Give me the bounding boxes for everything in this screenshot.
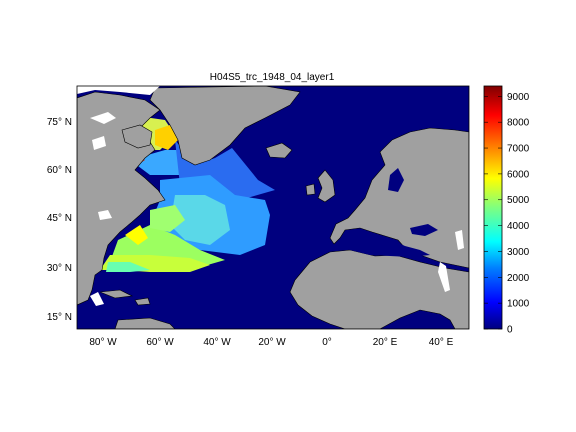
lat-label-30n: 30° N xyxy=(47,263,72,274)
nodata-arctic xyxy=(77,86,160,95)
colorbar-tick-label: 1000 xyxy=(507,299,530,310)
british-isles-land xyxy=(317,169,336,203)
nodata-canada-channel xyxy=(90,112,116,124)
nodata-caribbean xyxy=(90,292,104,306)
lat-label-45n: 45° N xyxy=(47,213,72,224)
colorbar-tick-label: 2000 xyxy=(507,273,530,284)
colorbar-tick-label: 3000 xyxy=(507,247,530,258)
south-america-land xyxy=(114,317,176,329)
land-masses xyxy=(77,86,469,329)
colorbar-tick-label: 4000 xyxy=(507,221,530,232)
colorbar-tick-label: 5000 xyxy=(507,195,530,206)
lon-label-40e: 40° E xyxy=(429,337,454,348)
lon-label-20e: 20° E xyxy=(373,337,398,348)
colorbar-tick-label: 9000 xyxy=(507,92,530,103)
lon-axis: 80° W 60° W 40° W 20° W 0° 20° E 40° E xyxy=(89,337,453,348)
mediterranean-sea xyxy=(338,232,430,257)
nodata-regions xyxy=(77,86,464,306)
nodata-red-sea xyxy=(438,262,450,292)
baltic-sea xyxy=(388,168,404,192)
black-sea xyxy=(410,224,438,236)
lon-label-80w: 80° W xyxy=(89,337,117,348)
lat-axis: 15° N 30° N 45° N 60° N 75° N xyxy=(47,117,72,323)
lon-label-60w: 60° W xyxy=(146,337,174,348)
ireland-land xyxy=(305,183,316,196)
colorbar-ticks: 0 1000 2000 3000 4000 5000 6000 7000 8000 9000 xyxy=(484,92,530,336)
hispaniola-land xyxy=(134,297,151,306)
labrador-land xyxy=(121,124,153,149)
lon-label-0: 0° xyxy=(322,337,332,348)
colorbar-tick-label: 0 xyxy=(507,325,513,336)
caribbean-land xyxy=(99,289,134,299)
lat-label-75n: 75° N xyxy=(47,117,72,128)
map-title: H04S5_trc_1948_04_layer1 xyxy=(210,72,335,83)
colorbar-tick-label: 8000 xyxy=(507,118,530,129)
colorbar-tick-label: 6000 xyxy=(507,169,530,180)
lon-label-20w: 20° W xyxy=(258,337,286,348)
nodata-great-lakes xyxy=(98,210,112,220)
colorbar-tick-label: 7000 xyxy=(507,144,530,155)
map-axes: 15° N 30° N 45° N 60° N 75° N 80° W 60° … xyxy=(47,85,470,348)
lat-label-15n: 15° N xyxy=(47,312,72,323)
colorbar: 0 1000 2000 3000 4000 5000 6000 7000 8000 9000 xyxy=(483,85,530,336)
nodata-caspian xyxy=(455,230,464,250)
iceland-land xyxy=(265,142,293,159)
lat-label-60n: 60° N xyxy=(47,165,72,176)
lon-label-40w: 40° W xyxy=(203,337,231,348)
greenland-land xyxy=(149,86,301,166)
map-frame xyxy=(76,85,470,330)
nodata-hudson xyxy=(92,136,106,150)
inland-seas xyxy=(338,168,438,257)
colorbar-gradient xyxy=(483,85,503,330)
